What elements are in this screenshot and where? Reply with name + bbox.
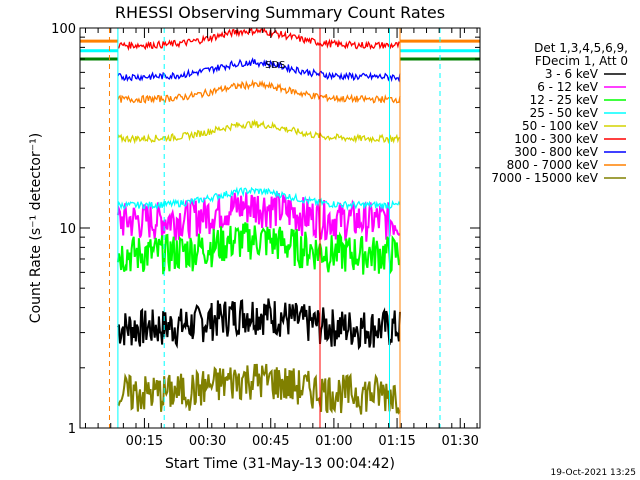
legend-header-line: FDecim 1, Att 0	[535, 54, 628, 68]
legend-entry-label: 50 - 100 keV	[522, 119, 599, 133]
x-tick-label: 00:30	[189, 434, 226, 449]
series-line-4	[117, 118, 401, 145]
series-line-5	[117, 27, 401, 52]
x-axis-label: Start Time (31-May-13 00:04:42)	[165, 456, 395, 472]
series-line-0	[116, 298, 401, 351]
y-tick-label: 100	[51, 22, 76, 37]
legend-entry-label: 100 - 300 keV	[514, 132, 598, 146]
footer-date: 19-Oct-2021 13:25	[551, 468, 636, 478]
series-line-8	[117, 363, 401, 415]
x-tick-label: 01:00	[315, 434, 352, 449]
y-tick-label: 10	[59, 222, 76, 237]
series-line-2	[116, 222, 401, 275]
legend: Det 1,3,4,5,6,9,FDecim 1, Att 03 - 6 keV…	[491, 41, 628, 185]
vertical-marker-lines	[108, 28, 441, 428]
x-tick-label: 00:15	[126, 434, 163, 449]
x-tick-label: 01:30	[441, 434, 478, 449]
series-line-3	[117, 186, 401, 211]
legend-entry-label: 25 - 50 keV	[530, 106, 599, 120]
series-line-7	[117, 78, 401, 104]
legend-header-line: Det 1,3,4,5,6,9,	[534, 41, 628, 55]
series-line-1	[116, 191, 401, 242]
y-tick-label: 1	[68, 422, 76, 437]
legend-entry-label: 300 - 800 keV	[514, 145, 598, 159]
chart-title: RHESSI Observing Summary Count Rates	[115, 3, 445, 22]
legend-entry-label: 800 - 7000 keV	[507, 158, 599, 172]
x-tick-label: 01:15	[378, 434, 415, 449]
axis-ticks: 1 10 100 00:15 00:30 00:45 01:00 01:15 01:30	[51, 22, 480, 449]
legend-entry-label: 6 - 12 keV	[537, 80, 599, 94]
x-tick-label: 00:45	[252, 434, 289, 449]
legend-entry-label: 12 - 25 keV	[530, 93, 599, 107]
legend-entry-label: 3 - 6 keV	[545, 67, 599, 81]
sds-annotation: SDS	[265, 60, 285, 71]
series-layer	[80, 27, 480, 415]
y-axis-label: Count Rate (s⁻¹ detector⁻¹)	[28, 133, 44, 323]
legend-entry-label: 7000 - 15000 keV	[491, 171, 598, 185]
series-line-6	[117, 57, 401, 83]
